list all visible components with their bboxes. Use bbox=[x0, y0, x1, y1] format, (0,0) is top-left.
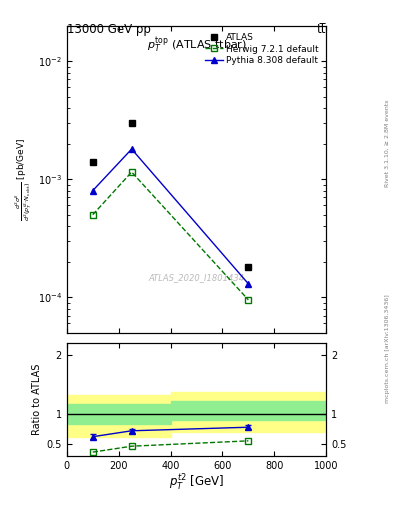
Line: Pythia 8.308 default: Pythia 8.308 default bbox=[89, 145, 252, 287]
Herwig 7.2.1 default bbox=[90, 211, 95, 218]
Line: Herwig 7.2.1 default: Herwig 7.2.1 default bbox=[89, 168, 252, 304]
Text: $p_T^{\mathrm{top}}$ (ATLAS ttbar): $p_T^{\mathrm{top}}$ (ATLAS ttbar) bbox=[147, 35, 246, 55]
ATLAS bbox=[246, 264, 251, 270]
X-axis label: $p_T^{t2}$ [GeV]: $p_T^{t2}$ [GeV] bbox=[169, 473, 224, 494]
Pythia 8.308 default bbox=[90, 187, 95, 194]
Text: mcplots.cern.ch [arXiv:1306.3436]: mcplots.cern.ch [arXiv:1306.3436] bbox=[385, 294, 389, 402]
Text: ATLAS_2020_I1801434: ATLAS_2020_I1801434 bbox=[149, 273, 244, 282]
Text: 13000 GeV pp: 13000 GeV pp bbox=[67, 23, 151, 36]
ATLAS bbox=[129, 120, 134, 126]
Text: tt̅: tt̅ bbox=[317, 23, 326, 36]
Text: Rivet 3.1.10, ≥ 2.8M events: Rivet 3.1.10, ≥ 2.8M events bbox=[385, 100, 389, 187]
Pythia 8.308 default bbox=[129, 146, 134, 152]
Herwig 7.2.1 default bbox=[246, 297, 251, 303]
Legend: ATLAS, Herwig 7.2.1 default, Pythia 8.308 default: ATLAS, Herwig 7.2.1 default, Pythia 8.30… bbox=[202, 30, 322, 68]
Herwig 7.2.1 default bbox=[129, 169, 134, 175]
Y-axis label: $\frac{d^2\sigma^{ll}}{d^2(p_T^{t2}{\cdot}N_{\rm cdot})}$ [pb/GeV]: $\frac{d^2\sigma^{ll}}{d^2(p_T^{t2}{\cdo… bbox=[13, 138, 33, 221]
ATLAS bbox=[90, 159, 95, 165]
Line: ATLAS: ATLAS bbox=[89, 119, 252, 271]
Pythia 8.308 default bbox=[246, 281, 251, 287]
Y-axis label: Ratio to ATLAS: Ratio to ATLAS bbox=[32, 364, 42, 435]
